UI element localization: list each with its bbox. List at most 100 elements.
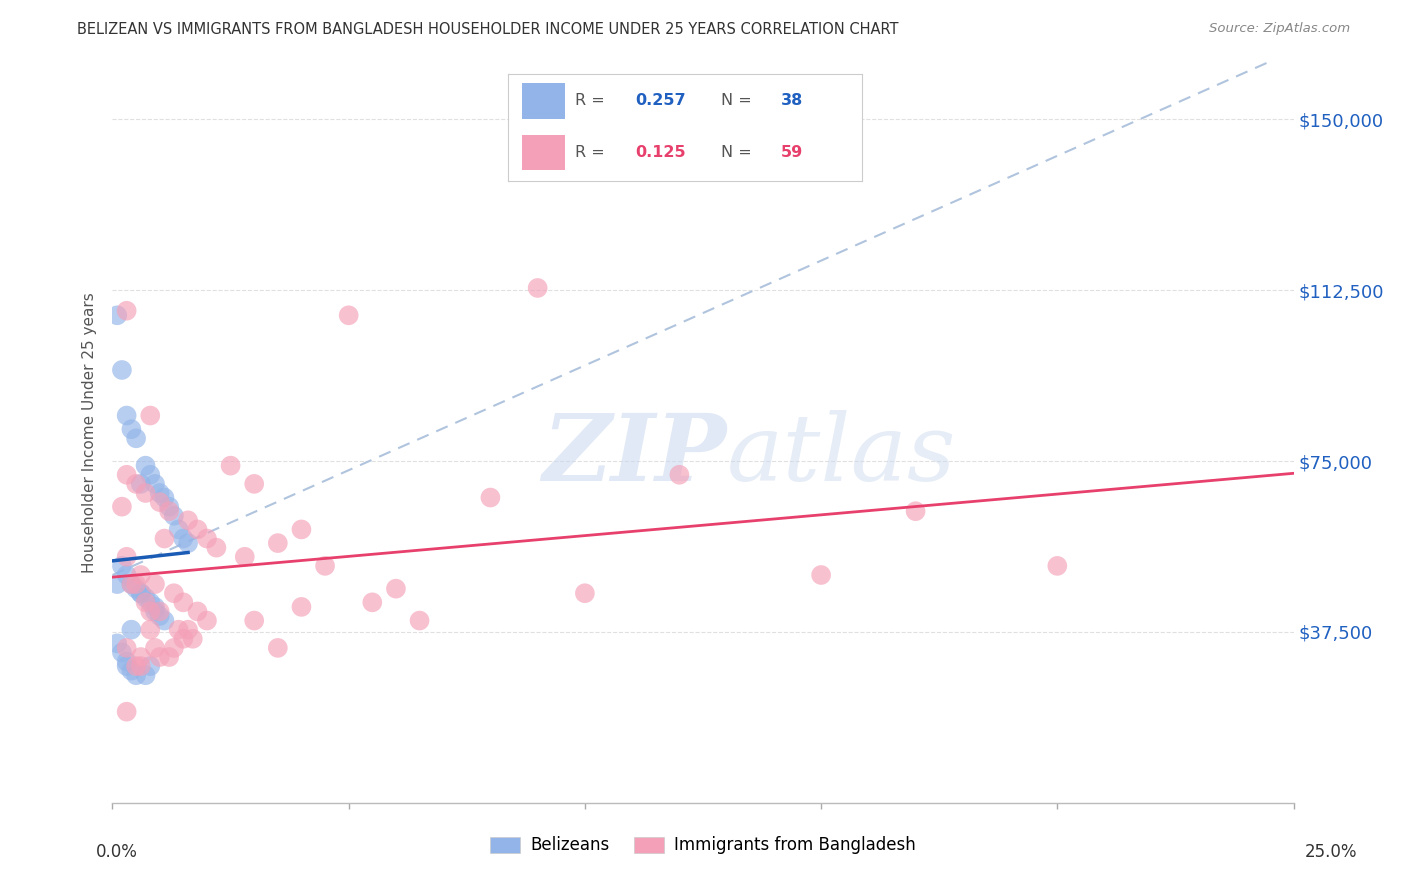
Point: [243, 614, 266, 628]
Point: [120, 422, 142, 436]
Point: [195, 614, 218, 628]
Point: [143, 604, 166, 618]
Point: [115, 409, 138, 423]
Point: [129, 476, 152, 491]
Point: [668, 467, 690, 482]
Point: [243, 476, 266, 491]
Point: [115, 659, 138, 673]
Point: [115, 467, 138, 482]
Point: [172, 632, 194, 646]
Point: [408, 614, 430, 628]
Point: [149, 609, 172, 624]
Point: [115, 303, 138, 318]
Point: [139, 409, 162, 423]
Point: [574, 586, 596, 600]
Point: [115, 640, 138, 655]
Point: [115, 568, 138, 582]
Point: [129, 568, 152, 582]
Point: [153, 491, 176, 505]
Point: [163, 508, 186, 523]
Point: [153, 614, 176, 628]
Point: [129, 586, 152, 600]
Text: 25.0%: 25.0%: [1305, 843, 1357, 861]
Point: [186, 604, 208, 618]
Point: [149, 495, 172, 509]
Point: [105, 308, 128, 322]
Point: [120, 577, 142, 591]
Point: [186, 523, 208, 537]
Point: [157, 650, 180, 665]
Text: Source: ZipAtlas.com: Source: ZipAtlas.com: [1209, 22, 1350, 36]
Legend: Belizeans, Immigrants from Bangladesh: Belizeans, Immigrants from Bangladesh: [484, 830, 922, 861]
Point: [361, 595, 384, 609]
Point: [120, 664, 142, 678]
Point: [111, 558, 134, 573]
Point: [125, 431, 148, 445]
Point: [267, 640, 290, 655]
Point: [105, 577, 128, 591]
Point: [135, 668, 157, 682]
Point: [135, 591, 157, 605]
Text: ZIP: ZIP: [543, 409, 727, 500]
Point: [177, 623, 200, 637]
Point: [139, 659, 162, 673]
Point: [526, 281, 548, 295]
Point: [120, 577, 142, 591]
Point: [1046, 558, 1069, 573]
Point: [115, 705, 138, 719]
Point: [167, 523, 190, 537]
Point: [139, 623, 162, 637]
Point: [290, 523, 312, 537]
Point: [125, 582, 148, 596]
Point: [177, 513, 200, 527]
Point: [163, 586, 186, 600]
Point: [153, 532, 176, 546]
Point: [111, 500, 134, 514]
Point: [810, 568, 832, 582]
Point: [135, 458, 157, 473]
Point: [157, 500, 180, 514]
Point: [163, 640, 186, 655]
Point: [479, 491, 502, 505]
Point: [139, 595, 162, 609]
Point: [267, 536, 290, 550]
Point: [143, 476, 166, 491]
Point: [111, 645, 134, 659]
Point: [139, 467, 162, 482]
Point: [125, 668, 148, 682]
Point: [149, 650, 172, 665]
Point: [111, 363, 134, 377]
Point: [125, 476, 148, 491]
Point: [129, 650, 152, 665]
Point: [135, 486, 157, 500]
Point: [129, 586, 152, 600]
Point: [337, 308, 360, 322]
Point: [233, 549, 256, 564]
Point: [139, 604, 162, 618]
Point: [172, 532, 194, 546]
Point: [125, 577, 148, 591]
Text: atlas: atlas: [727, 409, 956, 500]
Point: [205, 541, 228, 555]
Point: [904, 504, 927, 518]
Text: BELIZEAN VS IMMIGRANTS FROM BANGLADESH HOUSEHOLDER INCOME UNDER 25 YEARS CORRELA: BELIZEAN VS IMMIGRANTS FROM BANGLADESH H…: [77, 22, 898, 37]
Point: [385, 582, 408, 596]
Point: [125, 659, 148, 673]
Point: [157, 504, 180, 518]
Point: [195, 532, 218, 546]
Point: [115, 655, 138, 669]
Point: [143, 599, 166, 614]
Point: [314, 558, 336, 573]
Y-axis label: Householder Income Under 25 years: Householder Income Under 25 years: [82, 293, 97, 573]
Point: [177, 536, 200, 550]
Point: [181, 632, 204, 646]
Point: [167, 623, 190, 637]
Point: [129, 659, 152, 673]
Point: [105, 636, 128, 650]
Point: [135, 595, 157, 609]
Point: [149, 486, 172, 500]
Point: [172, 595, 194, 609]
Point: [219, 458, 242, 473]
Point: [143, 640, 166, 655]
Point: [149, 604, 172, 618]
